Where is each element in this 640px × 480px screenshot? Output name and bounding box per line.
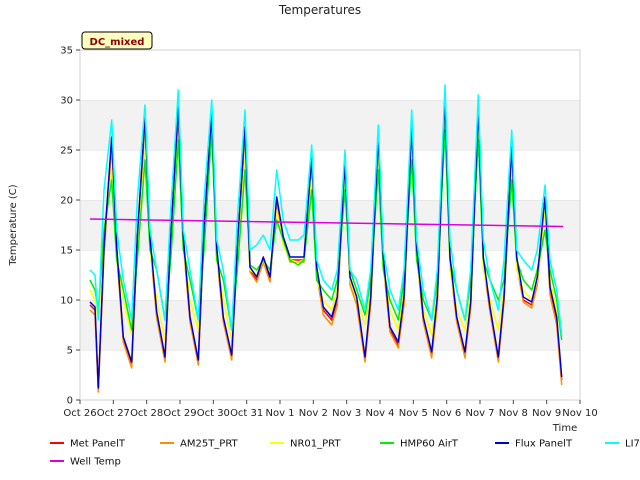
legend: Met PanelT AM25T_PRT NR01_PRT HMP60 AirT Flu… <box>50 439 640 468</box>
dc-mixed-badge: DC_mixed <box>81 31 153 50</box>
x-tick-label: Nov 3 <box>332 408 361 419</box>
x-tick-label: Nov 2 <box>299 408 328 419</box>
x-tick-label: Oct 28 <box>130 408 163 419</box>
y-axis-title: Temperature (C) <box>8 184 19 266</box>
x-tick-label: Oct 26 <box>63 408 96 419</box>
x-tick-label: Oct 29 <box>163 408 196 419</box>
series-line-flux-panelt <box>89 96 563 389</box>
y-tick-label: 10 <box>60 296 73 307</box>
x-tick-label: Nov 8 <box>499 408 528 419</box>
plot-frame <box>79 49 581 401</box>
legend-label: Flux PanelT <box>515 439 573 450</box>
legend-label: NR01_PRT <box>290 439 341 450</box>
x-axis-title: Time <box>552 423 577 434</box>
chart-title: Temperatures <box>278 3 361 17</box>
x-tick-label: Nov 7 <box>465 408 494 419</box>
legend-label: Well Temp <box>70 457 121 468</box>
grid-band <box>80 250 580 300</box>
y-tick-label: 25 <box>60 146 73 157</box>
x-tick-label: Nov 4 <box>365 408 394 419</box>
x-axis: Oct 26 Oct 27 Oct 28 Oct 29 Oct 30 Oct 31 Nov … <box>63 400 598 419</box>
legend-label: HMP60 AirT <box>400 439 459 450</box>
grid-band <box>80 150 580 200</box>
y-tick-label: 5 <box>67 346 73 357</box>
x-tick-label: Nov 9 <box>532 408 561 419</box>
series-line-nr01-prt <box>89 119 563 341</box>
x-tick-label: Oct 27 <box>97 408 130 419</box>
y-tick-label: 30 <box>60 96 73 107</box>
series-line-well-temp <box>89 218 564 228</box>
y-tick-label: 35 <box>60 46 73 57</box>
x-tick-label: Oct 30 <box>197 408 230 419</box>
series-line-li7500-t <box>89 84 563 336</box>
series-lines <box>89 84 564 393</box>
legend-label: AM25T_PRT <box>180 439 239 450</box>
x-tick-label: Nov 5 <box>399 408 428 419</box>
x-tick-label: Oct 31 <box>230 408 263 419</box>
grid-band <box>80 350 580 400</box>
y-tick-label: 0 <box>67 396 73 407</box>
grid-band <box>80 100 580 150</box>
badge-label: DC_mixed <box>90 37 145 48</box>
x-tick-label: Nov 6 <box>432 408 461 419</box>
y-axis: 0 5 10 15 20 25 30 35 <box>60 46 80 407</box>
grid-band <box>80 50 580 100</box>
y-tick-label: 15 <box>60 246 73 257</box>
y-tick-label: 20 <box>60 196 73 207</box>
x-tick-label: Nov 10 <box>562 408 597 419</box>
legend-label: Met PanelT <box>70 439 126 450</box>
legend-label: LI7500 T <box>625 439 640 450</box>
x-tick-label: Nov 1 <box>265 408 294 419</box>
